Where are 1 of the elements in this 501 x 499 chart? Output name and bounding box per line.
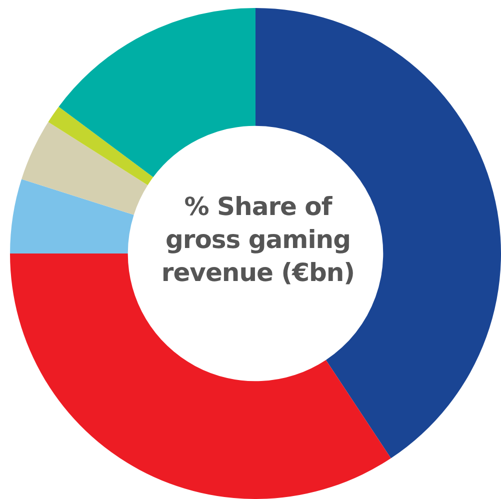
- text: % Share of gross gaming revenue (€bn): [160, 191, 356, 289]
